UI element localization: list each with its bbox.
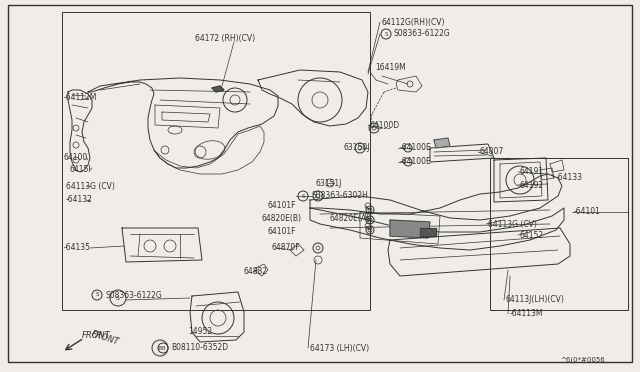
Bar (62, 12, 370, 310)
Text: 64173 (LH)(CV): 64173 (LH)(CV) (310, 343, 369, 353)
Text: 64820E(A): 64820E(A) (330, 214, 370, 222)
Text: S: S (384, 32, 388, 36)
Text: B08110-6352D: B08110-6352D (171, 343, 228, 353)
Text: -64113M: -64113M (510, 310, 543, 318)
Text: -64132: -64132 (66, 196, 93, 205)
Polygon shape (390, 220, 430, 238)
Text: 64113G (CV): 64113G (CV) (488, 219, 537, 228)
Text: 64101F: 64101F (268, 202, 296, 211)
Polygon shape (212, 86, 224, 92)
Text: S08363-6302H: S08363-6302H (311, 192, 368, 201)
Text: B: B (161, 346, 165, 350)
Text: 64172 (RH)(CV): 64172 (RH)(CV) (195, 33, 255, 42)
Text: 64882: 64882 (244, 267, 268, 276)
Text: -64133: -64133 (556, 173, 583, 183)
Text: B: B (158, 346, 162, 350)
Text: S: S (116, 295, 120, 301)
Text: FRONT: FRONT (90, 329, 120, 347)
Text: 63151J: 63151J (316, 179, 342, 187)
Text: ^6(0*#0056: ^6(0*#0056 (560, 357, 605, 363)
Text: 64100D: 64100D (370, 121, 400, 129)
Text: S08363-6122G: S08363-6122G (394, 29, 451, 38)
Text: 64113G (CV): 64113G (CV) (66, 182, 115, 190)
Text: -64101: -64101 (574, 208, 601, 217)
Text: 64191: 64191 (520, 167, 544, 176)
Text: 64100: 64100 (64, 153, 88, 161)
Text: -64112M: -64112M (64, 93, 97, 103)
Text: -64100E: -64100E (400, 144, 432, 153)
Text: 14952: 14952 (188, 327, 212, 337)
Text: 64112G(RH)(CV): 64112G(RH)(CV) (382, 17, 445, 26)
Text: 64192: 64192 (520, 180, 544, 189)
Text: S: S (301, 193, 305, 199)
Text: 64870F: 64870F (272, 244, 301, 253)
Text: 63150J: 63150J (344, 144, 371, 153)
Text: 64820E(B): 64820E(B) (262, 214, 302, 222)
Text: FRONT: FRONT (82, 331, 111, 340)
Text: -64100E: -64100E (400, 157, 432, 167)
Text: 16419M: 16419M (375, 64, 406, 73)
Text: 64113J(LH)(CV): 64113J(LH)(CV) (506, 295, 565, 305)
Text: S08363-6122G: S08363-6122G (105, 291, 162, 299)
Text: -64135: -64135 (64, 244, 91, 253)
Text: 64152: 64152 (520, 231, 544, 240)
Text: 6415I: 6415I (70, 166, 92, 174)
Text: 64101F: 64101F (268, 228, 296, 237)
Text: S: S (95, 292, 99, 298)
Polygon shape (420, 228, 436, 236)
Polygon shape (434, 138, 450, 148)
Bar (490, 158, 628, 310)
Text: 64807: 64807 (480, 148, 504, 157)
